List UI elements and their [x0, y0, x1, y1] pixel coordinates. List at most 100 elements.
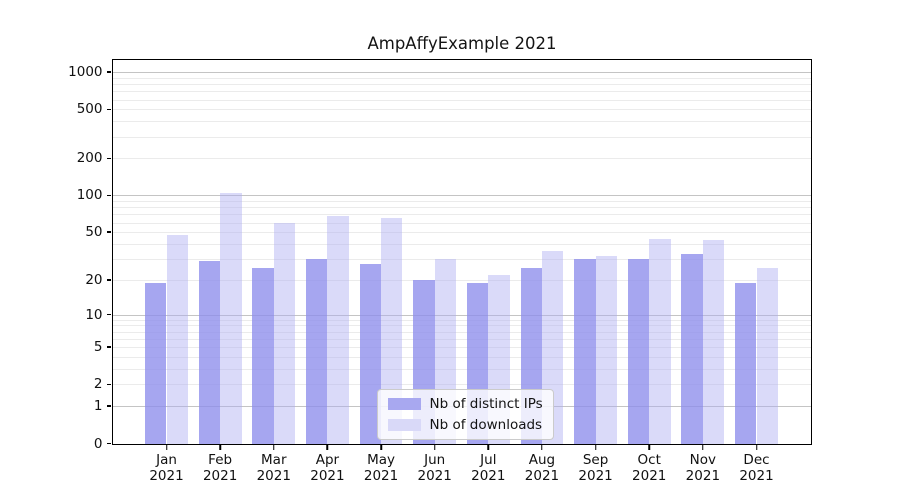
x-tick-label: Jun 2021 [417, 452, 451, 486]
x-tick-year: 2021 [202, 468, 238, 485]
x-tick-year: 2021 [578, 468, 613, 485]
y-tick-label: 50 [85, 224, 103, 241]
x-tick-month: Sep [582, 451, 609, 468]
gridline-minor [112, 258, 811, 260]
x-tick-mark [380, 445, 382, 450]
y-tick-mark [106, 108, 111, 111]
x-tick-month: Jul [480, 451, 497, 468]
y-tick-mark [106, 71, 111, 73]
gridline-minor [112, 109, 811, 111]
y-tick-mark [106, 405, 111, 407]
bar-downloads [756, 268, 778, 444]
gridline-minor [112, 368, 811, 370]
bar-distinct-ips [252, 268, 274, 444]
gridline-major [112, 72, 811, 74]
bar-downloads [702, 240, 725, 444]
x-tick-label: Apr 2021 [310, 452, 344, 486]
x-tick-year: 2021 [685, 468, 721, 485]
gridline-minor [112, 357, 811, 358]
gridline-minor [112, 279, 811, 281]
x-tick-year: 2021 [149, 468, 184, 485]
x-tick-mark [326, 445, 329, 450]
x-tick-year: 2021 [363, 468, 399, 485]
x-tick-year: 2021 [417, 468, 452, 485]
y-tick-mark [106, 442, 111, 445]
bar-downloads [166, 235, 188, 444]
gridline-minor [112, 338, 811, 340]
bar-distinct-ips [681, 253, 703, 444]
bar-downloads [595, 255, 618, 444]
x-tick-label: Jan 2021 [149, 452, 183, 486]
bar-distinct-ips [145, 282, 167, 444]
x-tick-month: Apr [315, 451, 340, 468]
y-tick-label: 1000 [68, 64, 103, 81]
x-tick-mark [594, 445, 597, 450]
gridline-major [112, 195, 811, 197]
bar-distinct-ips [305, 258, 328, 444]
x-tick-label: Dec 2021 [739, 452, 773, 486]
x-tick-year: 2021 [310, 468, 345, 485]
x-tick-label: Mar 2021 [257, 452, 291, 486]
x-tick-month: Mar [261, 451, 287, 468]
gridline-minor [112, 84, 811, 86]
x-tick-month: Jan [156, 451, 177, 468]
x-tick-label: May 2021 [364, 452, 398, 486]
bar-downloads [381, 218, 403, 444]
x-tick-mark [702, 445, 704, 450]
x-tick-year: 2021 [739, 468, 774, 485]
y-tick-label: 20 [85, 271, 103, 288]
gridline-minor [112, 384, 811, 386]
gridline-minor [112, 201, 811, 203]
y-tick-mark [106, 313, 111, 316]
x-tick-mark [541, 445, 543, 450]
y-tick-mark [106, 383, 111, 386]
x-tick-label: Aug 2021 [525, 452, 559, 486]
x-tick-label: Nov 2021 [686, 452, 720, 486]
y-tick-mark [106, 279, 111, 281]
bar-downloads [273, 223, 296, 444]
chart-title: AmpAffyExample 2021 [367, 34, 557, 53]
x-tick-mark [433, 445, 436, 450]
gridline-major [112, 314, 811, 316]
y-tick-label: 2 [93, 376, 103, 393]
y-tick-mark [106, 231, 111, 233]
bar-distinct-ips [627, 258, 650, 444]
legend-swatch-distinct-ips [387, 397, 421, 410]
y-tick-mark [106, 346, 111, 348]
legend-label-distinct-ips: Nb of distinct IPs [429, 395, 543, 412]
gridline-minor [112, 91, 811, 93]
gridline-minor [112, 331, 811, 333]
gridline-minor [112, 77, 811, 79]
x-tick-label: Feb 2021 [203, 452, 237, 486]
bar-downloads [327, 215, 349, 444]
gridline-minor [112, 243, 811, 245]
gridline-minor [112, 136, 811, 138]
bar-distinct-ips [198, 260, 221, 444]
legend: Nb of distinct IPs Nb of downloads [376, 388, 554, 440]
gridline-minor [112, 319, 811, 321]
bar-distinct-ips [574, 258, 596, 444]
x-tick-month: Nov [689, 451, 717, 468]
bar-distinct-ips [359, 264, 382, 444]
bar-distinct-ips [735, 282, 757, 444]
x-tick-month: Jun [424, 451, 446, 468]
x-tick-mark [165, 445, 168, 450]
x-tick-year: 2021 [632, 468, 667, 485]
x-tick-month: May [367, 451, 395, 468]
x-tick-label: Jul 2021 [471, 452, 505, 486]
x-tick-month: Aug [528, 451, 556, 468]
x-tick-mark [273, 445, 275, 450]
x-tick-year: 2021 [524, 468, 560, 485]
x-tick-month: Feb [208, 451, 233, 468]
y-tick-mark [106, 157, 111, 160]
gridline-minor [112, 222, 811, 224]
y-tick-label: 1 [93, 398, 103, 415]
x-tick-mark [648, 445, 650, 450]
x-tick-month: Oct [637, 451, 661, 468]
gridline-minor [112, 207, 811, 209]
x-tick-year: 2021 [471, 468, 506, 485]
gridline-minor [112, 214, 811, 216]
x-tick-mark [219, 445, 221, 450]
gridline-minor [112, 347, 811, 349]
gridline-minor [112, 325, 811, 327]
